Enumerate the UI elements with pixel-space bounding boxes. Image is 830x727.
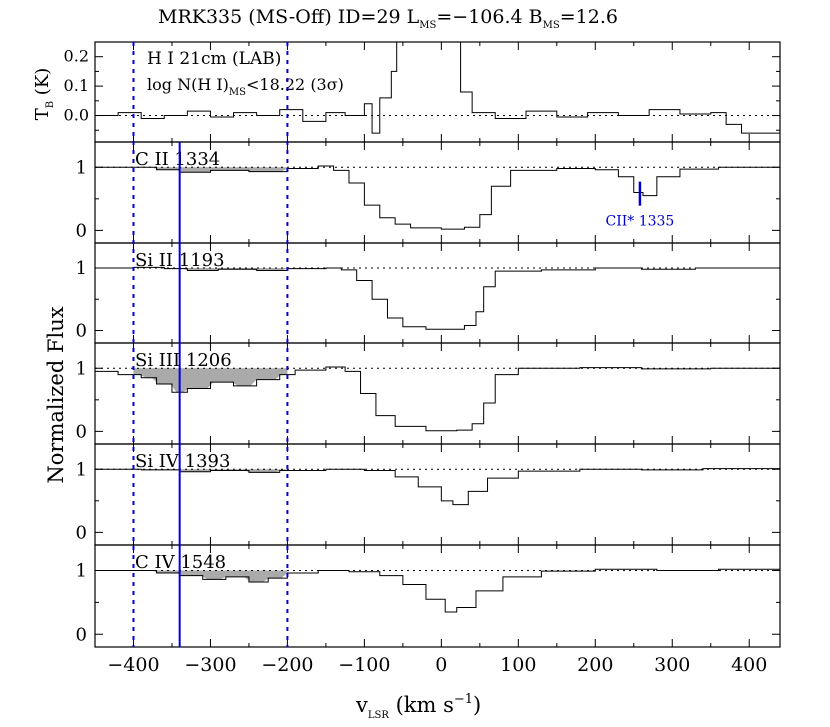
panel-si-iii-1206: 0 1 Si III 1206 [76,342,781,445]
y-tick-label: 0 [76,624,87,645]
flux-spectrum-line [95,266,780,330]
y-tick-label: 1 [76,459,87,480]
panel-hi-21cm: 0.0 0.1 0.2 H I 21cm (LAB) log N(H I)MS<18.2… [64,41,781,143]
panel-label: C II 1334 [135,149,220,170]
title-main: MRK335 (MS-Off) ID=29 LMS=−106.4 BMS=12.… [158,6,618,31]
x-tick-label: 300 [654,654,690,676]
title-sub-ms-2: MS [543,20,560,31]
x-tick-label: −400 [107,654,159,676]
x-tick-label: 0 [435,654,447,676]
y-tick-label: 0.0 [64,106,89,125]
y-tick-label: 0.1 [64,76,89,95]
y-tick-label: 0 [76,321,87,342]
flux-spectrum-line [95,366,781,432]
axis-labels-group: vLSR (km s−1) Normalized Flux TB (K) [32,68,481,721]
x-tick-label: 200 [577,654,613,676]
x-tick-label: −300 [184,654,236,676]
panels-group: 0.0 0.1 0.2 H I 21cm (LAB) log N(H I)MS<18.2… [64,41,781,676]
panel-c-iv-1548: 01 C IV 1548−400 −300 −200 −100 0 100 200 300 400 [76,544,781,676]
flux-spectrum-line [95,468,781,506]
panel-si-ii-1193: 01 Si II 1193 [76,242,781,344]
panel-si-iv-1393: 0 1 Si IV 1393 [76,443,781,546]
x-tick-label: −100 [338,654,390,676]
y-tick-label: 0 [76,522,87,543]
x-tick-label: −200 [261,654,313,676]
y-axis-label-tb-sub: B [45,101,56,108]
x-axis-label: vLSR (km s−1) [355,692,481,721]
x-tick-label: 400 [731,654,767,676]
panel-frame [94,544,781,648]
y-tick-label: 1 [76,358,87,379]
y-tick-label: 1 [76,157,87,178]
x-axis-label-sub: LSR [368,710,389,721]
y-axis-label-flux: Normalized Flux [44,306,68,483]
flux-spectrum-line [95,568,781,613]
figure-title: MRK335 (MS-Off) ID=29 LMS=−106.4 BMS=12.… [158,6,618,31]
absorption-fill [133,368,288,393]
hi-column-limit: log N(H I)MS<18.22 (3σ) [147,75,344,98]
flux-spectrum-line [95,165,781,230]
panel-label-hi: H I 21cm (LAB) [147,49,281,69]
y-tick-label: 1 [76,258,87,279]
x-tick-label: 100 [500,654,536,676]
y-tick-label: 1 [76,561,87,582]
panel-c-ii-1334: 0 1 C II 1334 CII* 1335 [76,141,781,244]
panel-label: Si IV 1393 [135,451,230,472]
y-tick-label: 0.2 [64,47,89,66]
y-axis-label-tb: TB (K) [32,68,56,121]
overlay-group [132,42,289,647]
x-axis-label-exp: −1 [454,692,473,707]
panel-label: Si III 1206 [135,350,232,371]
title-sub-ms-1: MS [419,20,436,31]
hi-spectrum-line [95,42,780,142]
y-tick-label: 0 [76,220,87,241]
annotation-label: CII* 1335 [605,214,674,230]
y-tick-label: 0 [76,421,87,442]
